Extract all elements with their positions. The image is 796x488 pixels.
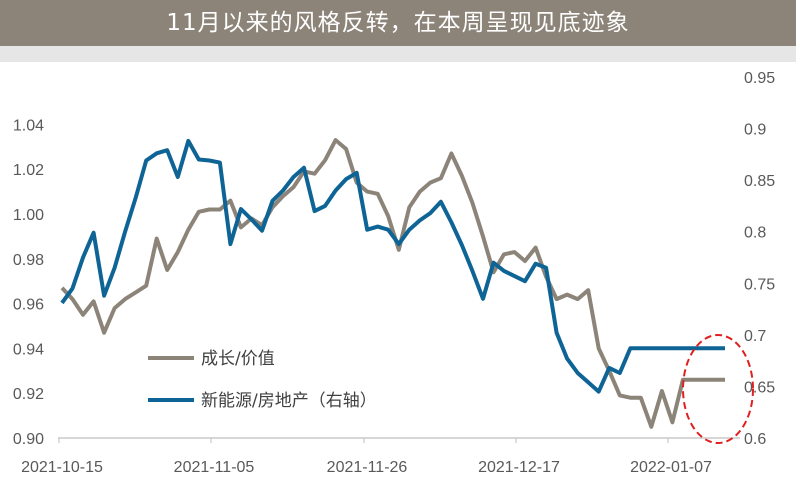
y-right-tick-label: 0.65 xyxy=(744,379,775,396)
x-tick-label: 2021-11-05 xyxy=(174,459,255,476)
y-left-tick-label: 0.90 xyxy=(13,431,44,448)
y-right-tick-label: 0.75 xyxy=(744,276,775,293)
y-left-tick-label: 0.92 xyxy=(13,386,44,403)
legend-item-growth-value-label: 成长/价值 xyxy=(201,349,275,369)
series-line-newenergy-realestate xyxy=(60,138,725,394)
series-lines xyxy=(60,138,725,429)
y-left-tick-label: 1.00 xyxy=(13,207,44,224)
y-right-tick-label: 0.6 xyxy=(744,431,766,448)
y-left-tick-label: 1.02 xyxy=(13,162,44,179)
y-left-tick-label: 0.94 xyxy=(13,341,44,358)
x-tick-label: 2021-12-17 xyxy=(478,459,560,476)
title-bar xyxy=(0,0,796,46)
x-tick-label: 2022-01-07 xyxy=(630,459,712,476)
y-left-tick-label: 0.98 xyxy=(13,252,44,269)
y-right-tick-label: 0.9 xyxy=(744,122,766,139)
y-left-tick-label: 1.04 xyxy=(13,117,44,134)
chart-title: 11月以来的风格反转，在本周呈现见底迹象 xyxy=(166,10,630,36)
legend-item-newenergy-realestate-label: 新能源/房地产（右轴） xyxy=(201,391,377,411)
x-tick-label: 2021-10-15 xyxy=(21,459,103,476)
y-right-tick-label: 0.95 xyxy=(744,70,775,87)
axes: 0.90 0.92 0.94 0.96 0.98 1.00 1.02 1.04 0.6 0.65 0… xyxy=(13,70,775,476)
y-right-tick-label: 0.8 xyxy=(744,225,766,242)
y-right-tick-label: 0.7 xyxy=(744,328,766,345)
y-right-tick-label: 0.85 xyxy=(744,173,775,190)
x-tick-label: 2021-11-26 xyxy=(327,459,408,476)
y-left-tick-label: 0.96 xyxy=(13,297,44,314)
bottom-highlight-ellipse xyxy=(682,334,754,444)
series-line-growth-value xyxy=(60,138,725,429)
title-separator xyxy=(0,46,796,62)
